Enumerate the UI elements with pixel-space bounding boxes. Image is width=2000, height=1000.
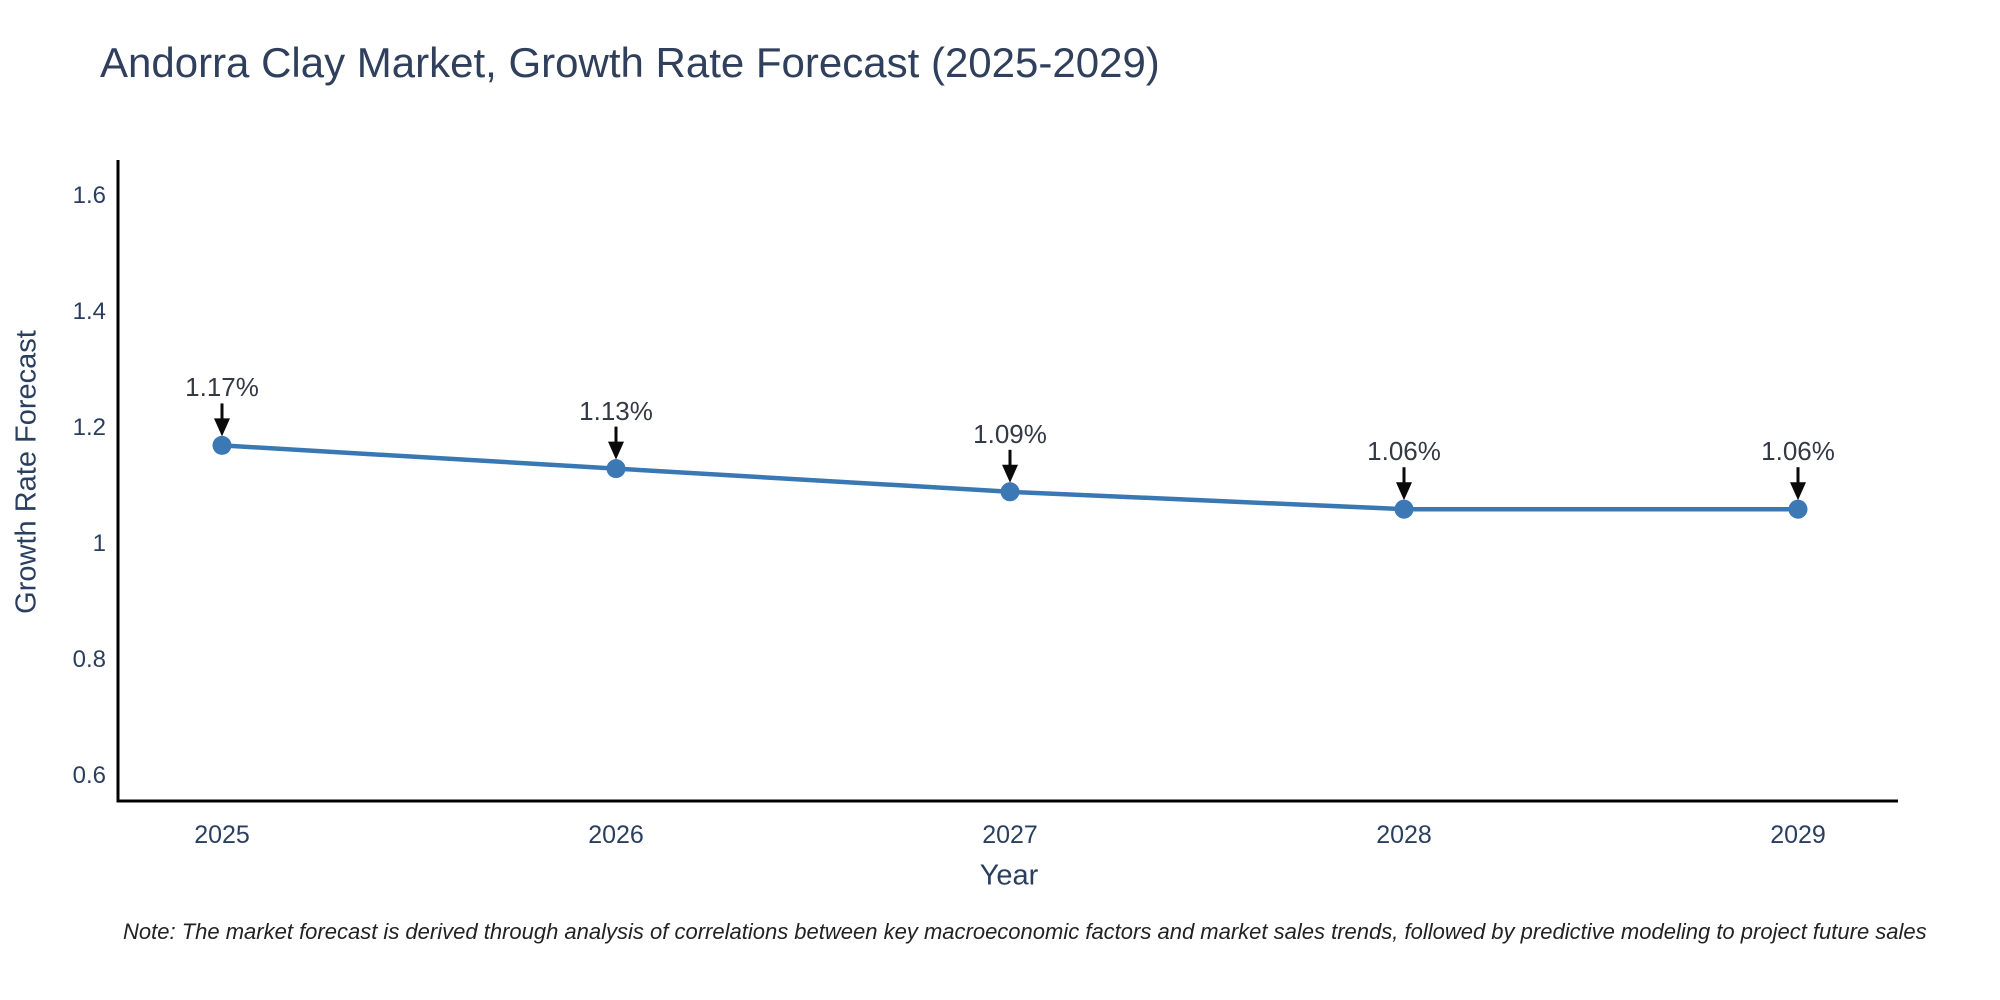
x-tick-label: 2029 [1770, 821, 1826, 849]
y-tick-label: 1.6 [72, 182, 106, 209]
data-point-label: 1.13% [579, 395, 653, 426]
data-point-marker [606, 459, 626, 479]
annotation-arrow-head [1396, 482, 1412, 501]
y-tick-label: 1 [92, 530, 106, 557]
data-point-label: 1.06% [1761, 436, 1835, 467]
footnote: Note: The market forecast is derived thr… [123, 919, 1927, 944]
data-point-label: 1.09% [973, 418, 1047, 449]
y-axis-title: Growth Rate Forecast [10, 330, 43, 614]
annotation-arrow-head [608, 441, 624, 460]
data-point-marker [1394, 499, 1414, 519]
data-point-marker [1000, 482, 1020, 502]
data-point-label: 1.17% [185, 372, 259, 403]
x-axis-title: Year [979, 859, 1039, 892]
x-tick-label: 2026 [588, 821, 644, 849]
chart-title: Andorra Clay Market, Growth Rate Forecas… [100, 39, 1160, 86]
x-tick-label: 2028 [1376, 821, 1432, 849]
x-tick-label: 2027 [982, 821, 1038, 849]
y-tick-label: 0.6 [72, 762, 106, 789]
data-point-marker [1788, 499, 1808, 519]
annotation-arrow-head [1790, 482, 1806, 501]
y-tick-label: 0.8 [72, 646, 106, 673]
y-tick-label: 1.2 [72, 414, 106, 441]
data-point-label: 1.06% [1367, 436, 1441, 467]
annotation-arrow-head [214, 418, 230, 437]
x-tick-label: 2025 [194, 821, 250, 849]
data-point-marker [212, 435, 232, 455]
y-tick-label: 1.4 [72, 298, 106, 325]
annotation-arrow-head [1002, 464, 1018, 483]
